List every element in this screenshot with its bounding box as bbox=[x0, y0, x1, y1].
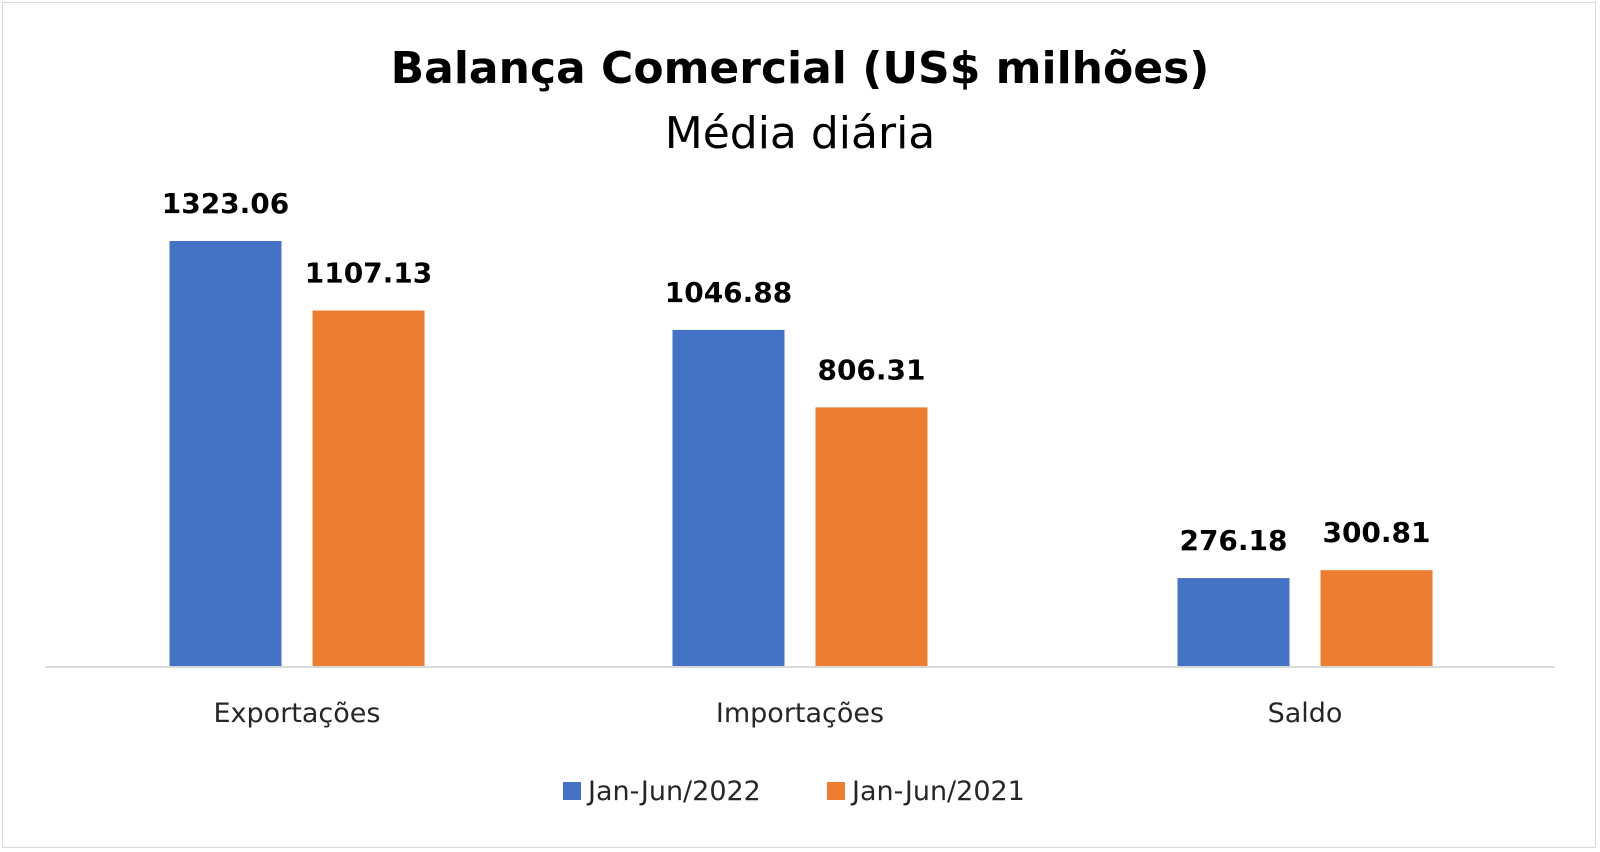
bar-exportacoes-jan-jun-2022[interactable] bbox=[169, 241, 282, 667]
category-label-exportacoes: Exportações bbox=[214, 698, 381, 729]
legend[interactable]: Jan-Jun/2022 Jan-Jun/2021 bbox=[563, 776, 1025, 807]
chart-title: Balança Comercial (US$ milhões) bbox=[391, 43, 1210, 94]
bar-saldo-jan-jun-2022[interactable] bbox=[1177, 578, 1290, 667]
bar-exportacoes-jan-jun-2021[interactable] bbox=[312, 310, 425, 667]
data-label-saldo-jan-jun-2021: 300.81 bbox=[1322, 516, 1430, 549]
category-label-saldo: Saldo bbox=[1268, 698, 1343, 729]
bar-importacoes-jan-jun-2022[interactable] bbox=[672, 329, 785, 667]
data-label-importacoes-jan-jun-2022: 1046.88 bbox=[665, 276, 793, 309]
bar-saldo-jan-jun-2021[interactable] bbox=[1320, 570, 1433, 667]
bar-importacoes-jan-jun-2021[interactable] bbox=[815, 407, 928, 667]
legend-swatch-jan-jun-2021 bbox=[827, 782, 845, 800]
legend-label-jan-jun-2022: Jan-Jun/2022 bbox=[586, 776, 761, 807]
legend-swatch-jan-jun-2022 bbox=[563, 782, 581, 800]
data-label-exportacoes-jan-jun-2021: 1107.13 bbox=[305, 257, 433, 290]
data-label-exportacoes-jan-jun-2022: 1323.06 bbox=[162, 187, 290, 220]
legend-label-jan-jun-2021: Jan-Jun/2021 bbox=[850, 776, 1025, 807]
category-labels: Exportações Importações Saldo bbox=[214, 698, 1343, 729]
bars-group: 1323.06 1107.13 1046.88 806.31 276.18 300.81 bbox=[162, 187, 1433, 667]
data-label-importacoes-jan-jun-2021: 806.31 bbox=[817, 353, 925, 386]
data-label-saldo-jan-jun-2022: 276.18 bbox=[1179, 524, 1287, 557]
category-label-importacoes: Importações bbox=[716, 698, 884, 729]
chart-subtitle: Média diária bbox=[665, 108, 936, 159]
